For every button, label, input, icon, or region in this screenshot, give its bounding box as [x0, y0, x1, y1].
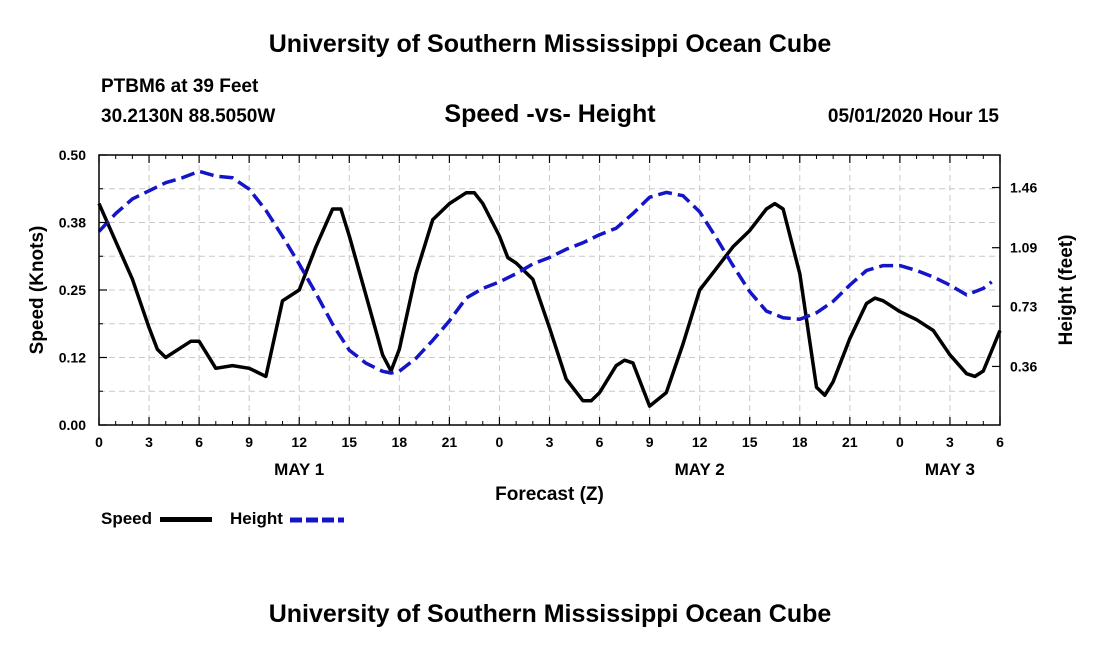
- date-label: MAY 3: [925, 460, 975, 479]
- x-tick-label: 3: [145, 434, 153, 450]
- speed-series-line: [97, 191, 1002, 408]
- x-tick-label: 15: [341, 434, 357, 450]
- x-tick-label: 18: [792, 434, 808, 450]
- x-tick-label: 21: [442, 434, 458, 450]
- x-tick-label: 12: [291, 434, 307, 450]
- x-tick-label: 9: [245, 434, 253, 450]
- x-axis-label: Forecast (Z): [495, 484, 604, 505]
- x-tick-label: 15: [742, 434, 758, 450]
- page-title: University of Southern Mississippi Ocean…: [268, 30, 832, 58]
- forecast-date: 05/01/2020 Hour 15: [827, 106, 999, 127]
- y-axis-label: Speed (Knots): [27, 226, 48, 355]
- y-tick-label: 0.00: [59, 417, 86, 433]
- y2-tick-label: 0.36: [1010, 358, 1037, 374]
- y2-tick-label: 1.09: [1010, 240, 1037, 256]
- x-tick-label: 6: [195, 434, 203, 450]
- footer-title: University of Southern Mississippi Ocean…: [268, 600, 832, 628]
- y-tick-label: 0.38: [59, 215, 86, 231]
- legend-speed-label: Speed: [101, 509, 153, 528]
- y2-axis-label: Height (feet): [1056, 235, 1077, 346]
- station-coords: 30.2130N 88.5050W: [101, 106, 276, 127]
- date-label: MAY 2: [675, 460, 725, 479]
- chart-title: Speed -vs- Height: [444, 100, 656, 128]
- legend-speed-swatch: [160, 517, 212, 522]
- x-tick-label: 18: [392, 434, 408, 450]
- x-tick-label: 0: [496, 434, 504, 450]
- station-name: PTBM6 at 39 Feet: [101, 76, 259, 97]
- x-tick-label: 3: [546, 434, 554, 450]
- x-tick-label: 6: [996, 434, 1004, 450]
- legend-height-swatch: [290, 517, 344, 523]
- date-label: MAY 1: [274, 460, 324, 479]
- y-tick-label: 0.25: [59, 282, 86, 298]
- x-tick-label: 9: [646, 434, 654, 450]
- y-tick-label: 0.50: [59, 147, 86, 163]
- y-tick-label: 0.12: [59, 350, 86, 366]
- x-tick-label: 0: [896, 434, 904, 450]
- x-tick-label: 3: [946, 434, 954, 450]
- x-tick-label: 0: [95, 434, 103, 450]
- legend-height-label: Height: [230, 509, 283, 528]
- height-series-line: [97, 169, 993, 375]
- y2-tick-label: 0.73: [1010, 298, 1037, 314]
- x-tick-label: 21: [842, 434, 858, 450]
- x-tick-label: 6: [596, 434, 604, 450]
- y2-tick-label: 1.46: [1010, 180, 1037, 196]
- x-tick-label: 12: [692, 434, 708, 450]
